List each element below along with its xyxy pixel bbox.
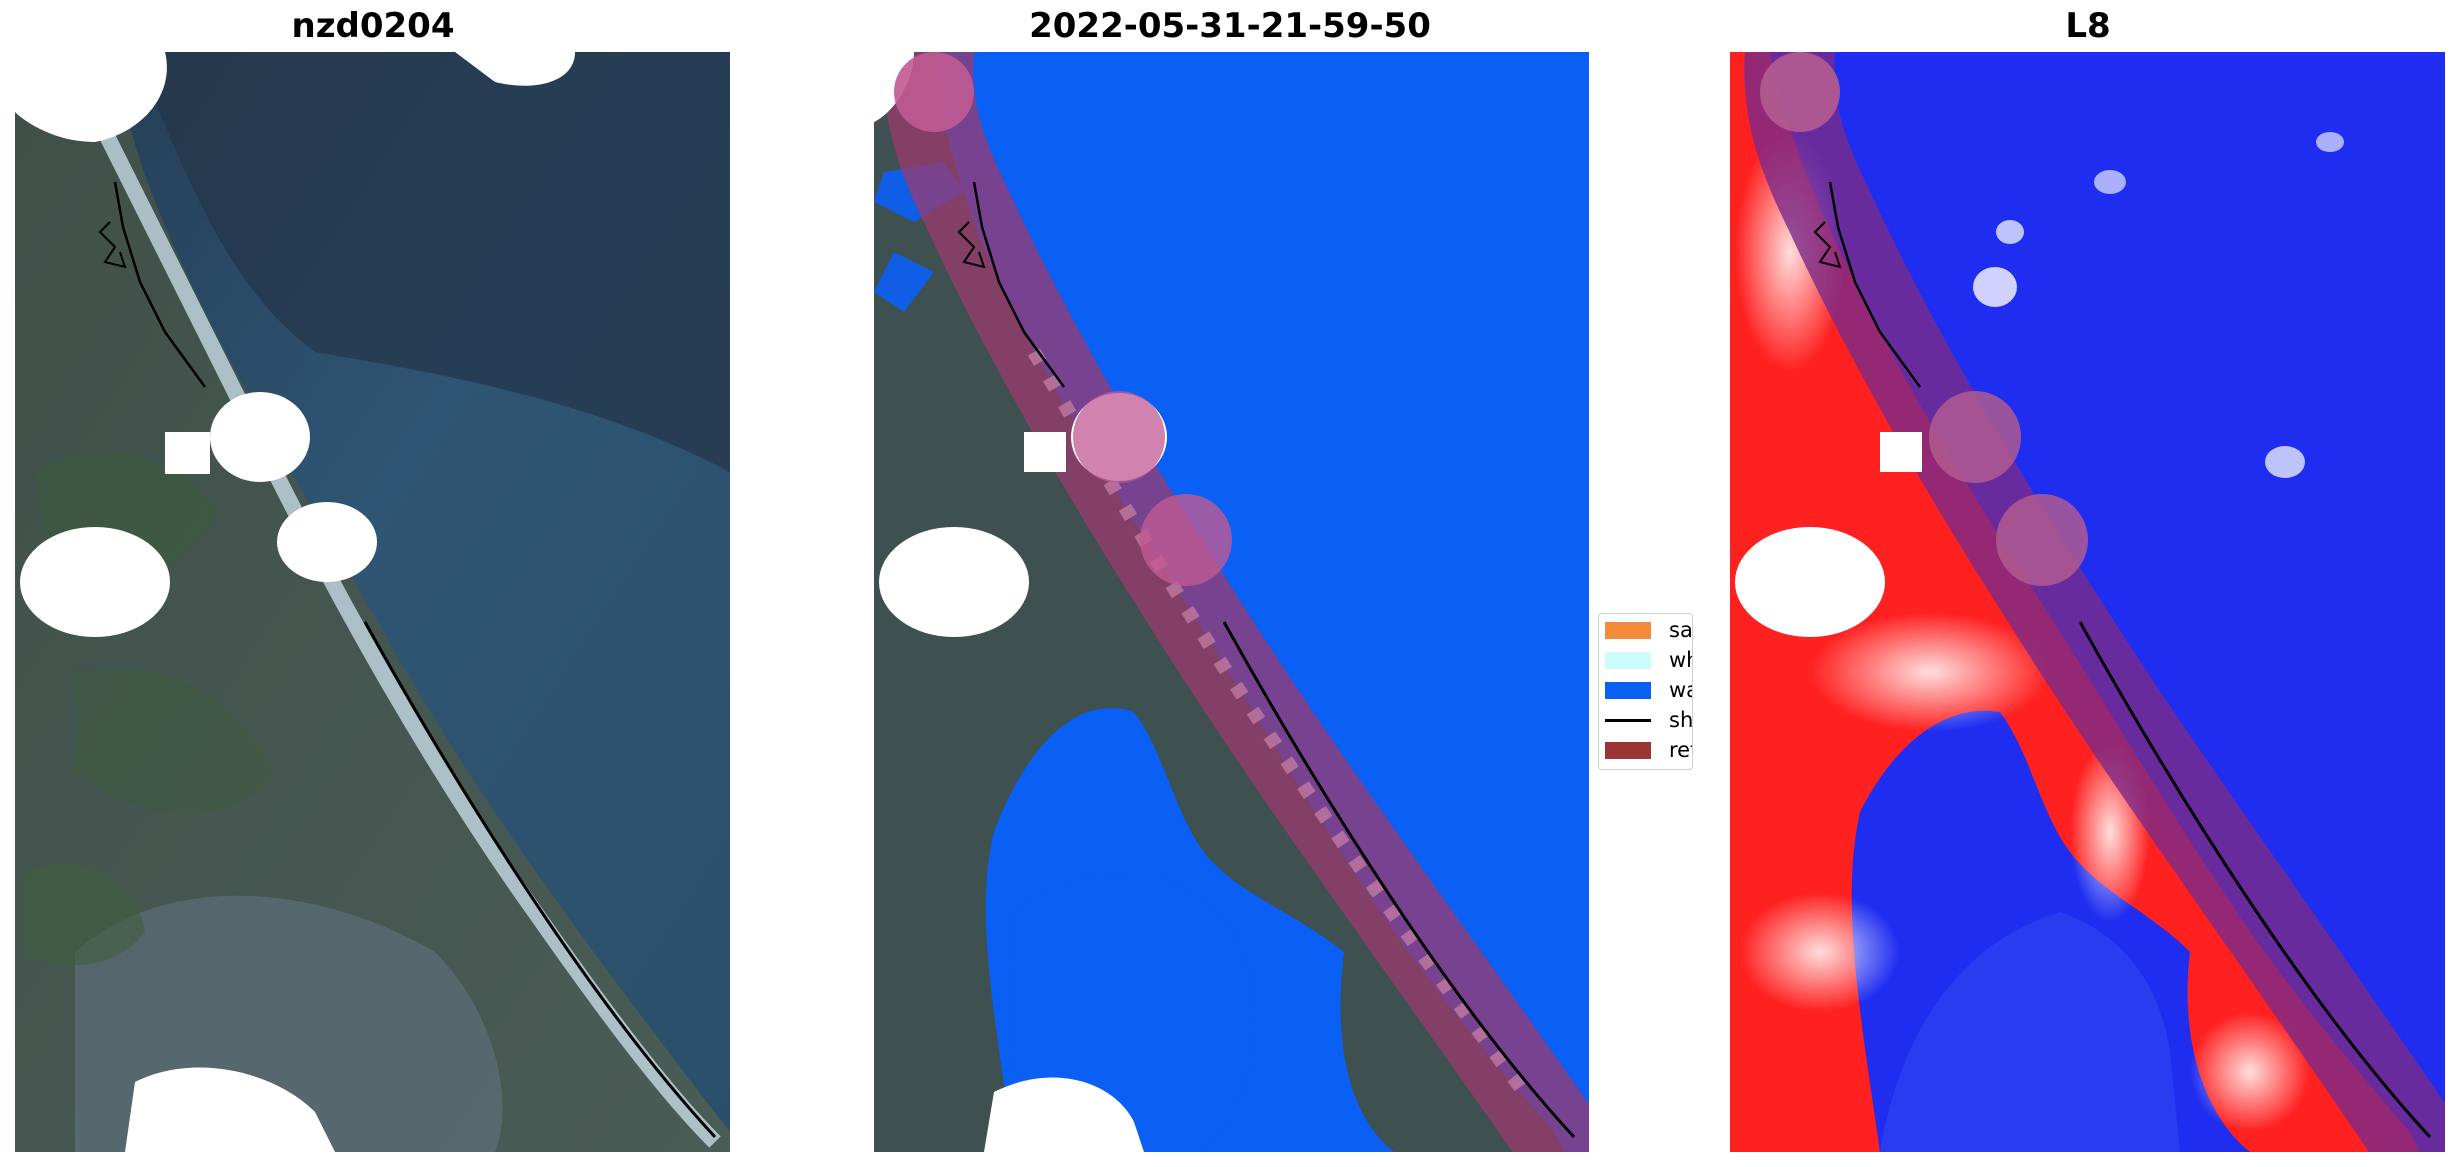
legend-label-water: water	[1669, 678, 1692, 702]
classified-image-panel	[874, 52, 1589, 1152]
no-data-region	[15, 52, 167, 142]
panel-title-classified: 2022-05-31-21-59-50	[1029, 6, 1431, 46]
legend-swatch-reference	[1605, 741, 1651, 759]
legend-item-water: water	[1605, 678, 1692, 702]
legend-label-shoreline: shorel	[1669, 708, 1693, 732]
index-image	[1730, 52, 2445, 1152]
legend-swatch-shoreline	[1605, 718, 1651, 722]
rgb-image-panel	[15, 52, 730, 1152]
panel-title-index: L8	[2065, 6, 2111, 46]
rgb-image	[15, 52, 730, 1152]
legend-swatch-whitewater	[1605, 651, 1651, 669]
legend-swatch-water	[1605, 681, 1651, 699]
classified-image	[874, 52, 1589, 1152]
index-image-panel	[1730, 52, 2445, 1152]
shoreline-trace	[113, 181, 207, 388]
panel-title-rgb: nzd0204	[291, 6, 455, 46]
legend-swatch-sand	[1605, 621, 1651, 639]
legend-label-whitewater: whitew	[1669, 648, 1692, 672]
legend-item-whitewater: whitew	[1605, 648, 1692, 672]
legend-label-reference: referen	[1669, 738, 1692, 762]
legend-item-sand: sand	[1605, 618, 1693, 642]
legend: sand whitew water shorel referen	[1598, 613, 1693, 770]
legend-item-shoreline: shorel	[1605, 708, 1693, 732]
legend-item-reference: referen	[1605, 738, 1692, 762]
legend-label-sand: sand	[1669, 618, 1693, 642]
